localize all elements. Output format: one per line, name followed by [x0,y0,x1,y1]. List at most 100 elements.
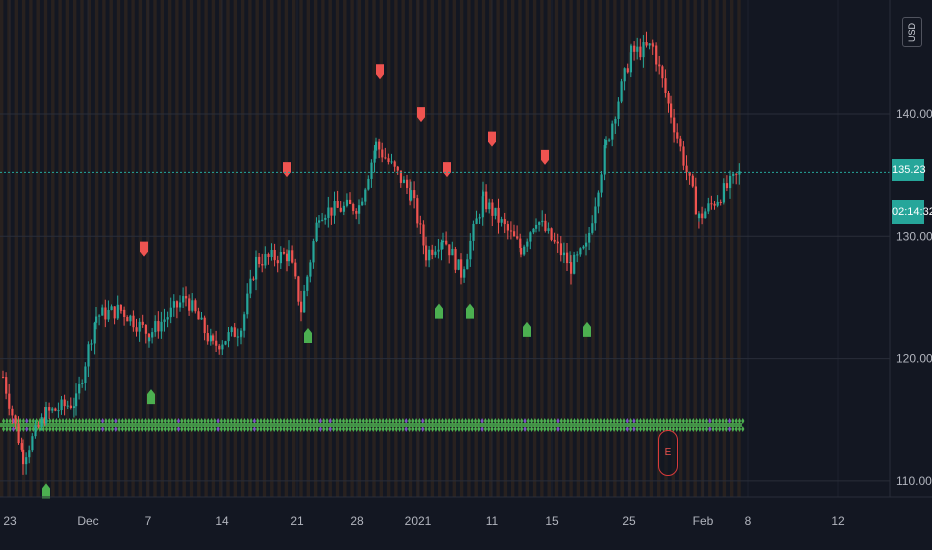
candle-body [416,198,419,224]
candle-body [472,223,475,241]
time-axis[interactable]: 23 Dec 7 14 21 28 2021 11 15 25 Feb 8 12 [3,514,845,528]
candle-body [31,436,34,451]
session-band [481,0,486,497]
candle-body [303,290,306,313]
candle-body [639,46,642,58]
strip-marker-top [266,418,270,424]
strip-marker-top [81,418,85,424]
candle-body [413,190,416,199]
sell-signal-arrow [376,64,384,80]
strip-marker-bottom [332,426,336,432]
strip-marker-bottom [325,426,329,432]
currency-label[interactable]: USD [902,17,922,47]
strip-marker-top [582,418,586,424]
candle-body [434,251,437,255]
strip-marker-top [592,418,596,424]
strip-marker-bottom [61,426,65,432]
strip-marker-bottom [470,426,474,432]
strip-marker-bottom [196,426,200,432]
strip-marker-bottom [414,426,418,432]
strip-marker-top [209,418,214,424]
candle-body [544,220,547,231]
candle-body [573,254,576,274]
strip-marker-bottom [592,426,596,432]
candle-body [488,202,491,210]
candle-body [324,217,327,220]
strip-marker-bottom [622,426,626,432]
session-band [7,0,11,497]
candle-body [630,45,633,53]
strip-marker-top [394,418,398,424]
strip-marker-bottom [318,426,322,432]
strip-marker-bottom [25,426,29,432]
session-band [80,0,84,497]
candle-body [608,139,611,141]
strip-marker-top [678,418,682,424]
candle-body [123,309,126,318]
session-band [642,0,646,497]
candle-body [286,253,289,262]
strip-marker-top [711,418,715,424]
strip-marker-top [219,418,224,424]
candle-body [87,344,90,367]
strip-marker-bottom [190,426,194,432]
candle-body [370,162,373,179]
strip-marker-bottom [704,426,709,432]
candle-body [617,101,620,119]
strip-marker-top [226,418,230,424]
strip-marker-top [506,418,511,424]
strip-marker-bottom [153,426,158,432]
strip-marker-bottom [648,426,652,432]
session-band [306,0,310,497]
strip-marker-top [576,418,580,424]
strip-marker-bottom [503,426,507,432]
session-band [29,0,33,497]
session-band [131,0,135,497]
strip-marker-top [388,418,392,424]
strip-marker-top [58,418,62,424]
session-band [715,0,719,497]
time-tick-label: 28 [350,514,364,528]
candle-body [431,249,434,255]
candle-body [585,242,588,247]
strip-marker-top [206,418,210,424]
earnings-marker[interactable]: E [658,430,678,476]
strip-marker-bottom [411,426,415,432]
time-tick-label: 8 [745,514,752,528]
candle-body [478,217,481,219]
candle-body [355,210,358,214]
candle-body [600,174,603,193]
strip-marker-top [520,418,524,424]
strip-marker-top [252,418,256,424]
indicator-strip [0,418,745,432]
strip-marker-bottom [437,426,441,432]
session-band [730,0,734,497]
strip-marker-bottom [500,426,504,432]
strip-marker-bottom [477,426,481,432]
candle-body [163,319,166,322]
session-band [102,0,106,497]
candle-body [642,42,645,58]
strip-marker-top [25,418,29,424]
session-band [189,0,194,497]
strip-marker-top [173,418,177,424]
session-band [313,0,318,497]
strip-marker-bottom [487,426,491,432]
candle-body [336,200,339,208]
strip-marker-bottom [295,426,299,432]
strip-marker-top [275,418,280,424]
price-axis[interactable]: 110.00 120.00 130.00 140.00 [896,107,932,488]
candle-body [75,393,78,407]
strip-marker-top [444,418,448,424]
strip-marker-top [556,418,560,424]
candle-body [93,322,96,344]
candle-body [227,332,230,342]
strip-marker-top [589,418,593,424]
strip-marker-top [203,418,207,424]
candle-body [43,417,46,424]
strip-marker-top [299,418,303,424]
session-band [408,0,413,497]
time-tick-label: 7 [145,514,152,528]
strip-marker-bottom [450,426,454,432]
